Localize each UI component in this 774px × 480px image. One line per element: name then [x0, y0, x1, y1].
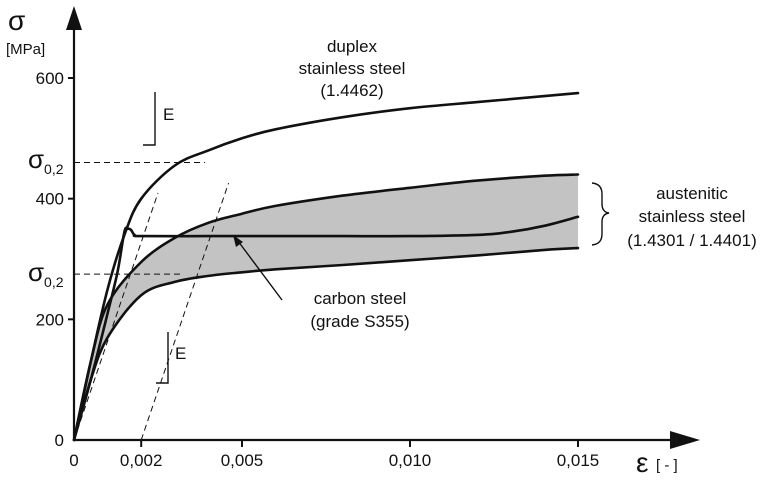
- y-tick-label: 600: [36, 69, 64, 88]
- y-axis-unit: [MPa]: [6, 41, 45, 58]
- x-tick-label: 0,015: [557, 451, 600, 470]
- y-tick-label: 400: [36, 190, 64, 209]
- annotation-duplex-line2: stainless steel: [299, 59, 406, 78]
- annotation-duplex-line3: (1.4462): [320, 81, 383, 100]
- annotation-austenitic-line2: stainless steel: [639, 207, 746, 226]
- modulus-line-origin: [73, 192, 159, 441]
- y-axis-symbol: σ: [8, 5, 25, 36]
- modulus-line-offset: [140, 182, 230, 441]
- annotation-carbon-line1: carbon steel: [314, 289, 407, 308]
- modulus-label-upper: E: [163, 105, 174, 124]
- y-tick-label: 200: [36, 310, 64, 329]
- carbon-pointer-line: [237, 240, 283, 301]
- austenitic-lower-curve: [72, 246, 580, 442]
- y-tick-label: 0: [55, 431, 64, 450]
- carbon-steel-curve: [72, 215, 580, 442]
- modulus-label-lower: E: [175, 344, 186, 363]
- x-axis-arrow: [670, 431, 700, 449]
- modulus-triangle-lower: [156, 332, 169, 384]
- austenitic-band: [74, 174, 578, 440]
- duplex-curve: [72, 91, 580, 442]
- austenitic-brace: [591, 182, 610, 246]
- annotation-austenitic-line3: (1.4301 / 1.4401): [627, 231, 756, 250]
- austenitic-upper-curve: [72, 173, 580, 442]
- x-tick-label: 0,010: [389, 451, 432, 470]
- annotation-austenitic-line1: austenitic: [656, 184, 728, 203]
- y-ticks: 0 200 400 600: [36, 69, 74, 450]
- annotation-duplex-line1: duplex: [327, 37, 378, 56]
- x-ticks: 0 0,002 0,005 0,010 0,015: [69, 440, 599, 470]
- y-axis-arrow: [66, 6, 82, 30]
- proof-stress-label-duplex: σ0,2: [28, 144, 64, 177]
- carbon-pointer-arrow: [233, 235, 243, 247]
- annotation-carbon-line2: (grade S355): [310, 312, 409, 331]
- x-axis-symbol: ε: [636, 447, 648, 478]
- x-tick-label: 0: [69, 451, 78, 470]
- modulus-triangle-upper: [143, 92, 156, 146]
- proof-stress-label-austenitic: σ0,2: [28, 257, 64, 290]
- x-tick-label: 0,005: [221, 451, 264, 470]
- x-tick-label: 0,002: [120, 451, 163, 470]
- x-axis-unit: [ - ]: [656, 457, 678, 474]
